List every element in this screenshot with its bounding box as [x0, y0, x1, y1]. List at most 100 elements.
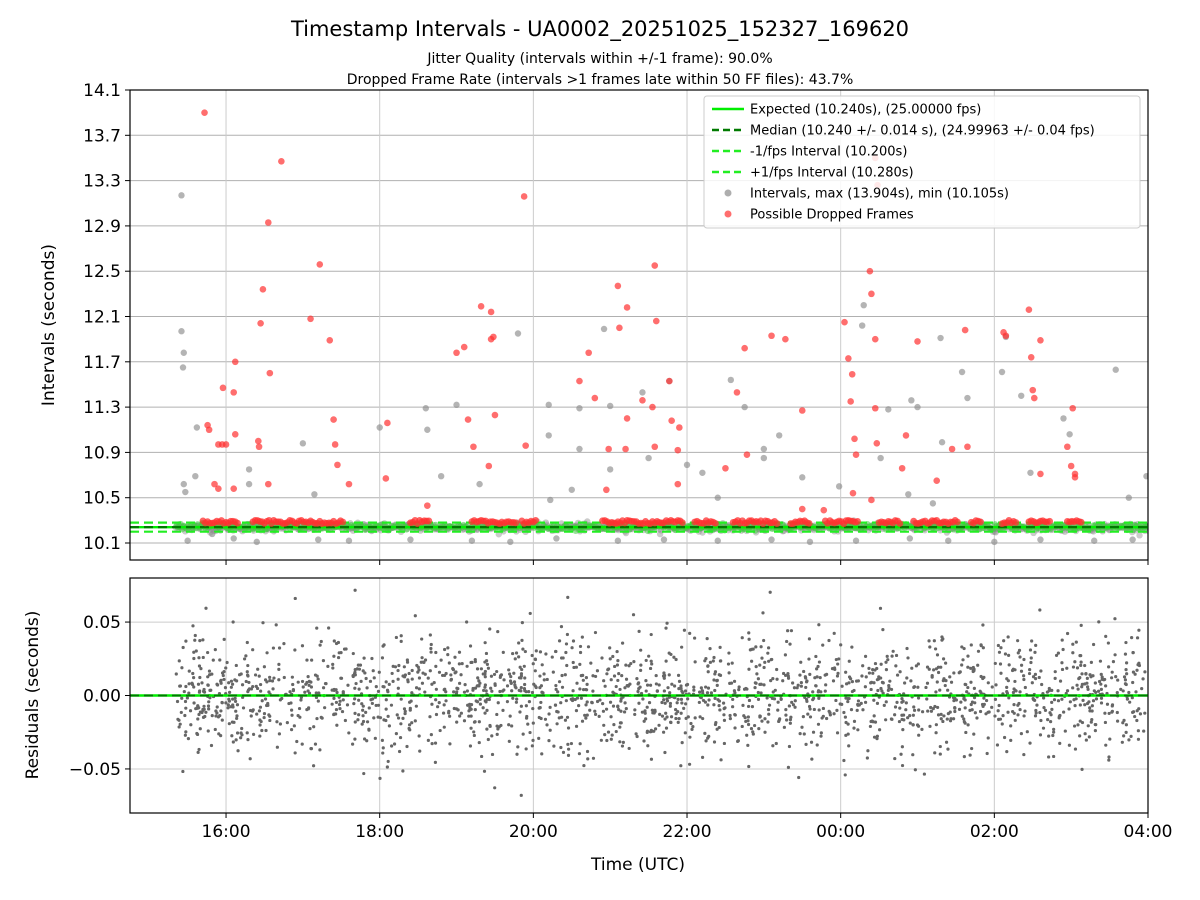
legend-item: +1/fps Interval (10.280s) — [712, 166, 914, 181]
dropped-point — [330, 416, 337, 423]
residual-point — [186, 737, 191, 741]
legend-item: Possible Dropped Frames — [724, 208, 914, 223]
dropped-point — [666, 377, 673, 385]
residual-point — [423, 658, 428, 662]
residual-point — [771, 744, 775, 748]
residual-point — [339, 676, 343, 680]
residual-point — [1090, 704, 1094, 708]
interval-point — [1143, 472, 1148, 480]
residual-point — [545, 723, 549, 727]
residual-point — [242, 657, 247, 661]
residual-point — [1120, 740, 1124, 744]
residual-point — [1017, 648, 1022, 653]
residual-point — [1052, 754, 1056, 759]
residual-point — [193, 638, 197, 642]
residual-point — [825, 672, 829, 676]
interval-point — [345, 537, 353, 544]
residual-point — [198, 727, 202, 731]
residual-point — [575, 681, 579, 685]
residual-point — [246, 674, 250, 678]
residual-point — [1091, 674, 1095, 678]
residual-point — [1124, 723, 1128, 727]
residual-point — [704, 739, 708, 743]
residual-point — [1124, 730, 1128, 735]
residual-point — [402, 675, 407, 679]
residual-point — [1041, 726, 1046, 730]
residual-point — [312, 725, 316, 729]
residual-point — [813, 676, 817, 680]
residual-point — [547, 712, 551, 716]
residual-point — [693, 636, 697, 640]
residual-point — [434, 712, 439, 717]
residual-point — [713, 722, 718, 727]
residual-point — [332, 688, 336, 692]
residual-point — [542, 678, 546, 682]
dropped-points-band — [199, 516, 1085, 528]
dropped-point — [868, 496, 875, 504]
residual-point — [961, 658, 965, 662]
residual-point — [326, 664, 330, 668]
residual-point — [277, 662, 281, 666]
dropped-point — [798, 407, 806, 414]
residual-point — [213, 648, 217, 652]
residual-point — [192, 676, 196, 680]
residual-point — [712, 655, 716, 660]
residual-point — [706, 736, 710, 740]
interval-point — [437, 472, 445, 480]
legend-item: -1/fps Interval (10.200s) — [712, 145, 907, 160]
residual-point — [196, 750, 200, 754]
residual-point — [194, 707, 198, 711]
residual-point — [842, 758, 846, 763]
residual-point — [930, 673, 934, 678]
residual-point — [270, 679, 275, 683]
residual-point — [886, 688, 890, 692]
residual-point — [645, 729, 650, 733]
residual-point — [810, 757, 814, 761]
residual-point — [277, 667, 281, 672]
interval-point — [1125, 494, 1132, 501]
residual-point — [378, 776, 382, 780]
residual-point — [1065, 631, 1070, 636]
residual-point — [566, 747, 571, 751]
dropped-point — [849, 489, 857, 497]
residual-point — [996, 643, 1000, 648]
residual-point — [1028, 668, 1032, 672]
residual-point — [178, 722, 182, 726]
dropped-point — [259, 286, 267, 293]
residual-point — [1022, 677, 1026, 682]
residual-point — [1022, 752, 1026, 757]
residual-point — [644, 658, 648, 663]
residual-point — [1000, 722, 1004, 726]
dropped-point — [623, 304, 631, 311]
residual-point — [938, 688, 942, 692]
residual-point — [313, 742, 318, 746]
residual-point — [197, 706, 201, 710]
residual-point — [946, 688, 950, 692]
residual-point — [1037, 675, 1041, 680]
dropped-point — [532, 516, 540, 524]
interval-point — [699, 469, 706, 476]
residual-point — [534, 685, 538, 690]
residual-point — [613, 664, 617, 669]
residual-point — [633, 712, 637, 717]
residual-point — [557, 639, 562, 643]
residual-point — [538, 650, 543, 654]
residual-point — [914, 664, 918, 668]
residual-point — [484, 659, 489, 663]
residual-point — [488, 627, 492, 631]
residual-point — [442, 703, 446, 707]
residual-point — [653, 708, 657, 712]
residual-point — [877, 728, 882, 732]
residual-point — [307, 706, 311, 710]
residual-point — [1056, 699, 1061, 703]
residual-point — [537, 736, 541, 740]
residual-point — [1099, 701, 1104, 705]
residual-point — [197, 690, 202, 694]
residual-point — [929, 705, 933, 710]
residual-point — [201, 715, 206, 720]
residual-point — [1090, 709, 1094, 713]
residual-point — [876, 688, 880, 693]
residual-point — [1028, 741, 1032, 745]
residual-point — [1025, 730, 1029, 734]
residual-point — [410, 677, 414, 681]
